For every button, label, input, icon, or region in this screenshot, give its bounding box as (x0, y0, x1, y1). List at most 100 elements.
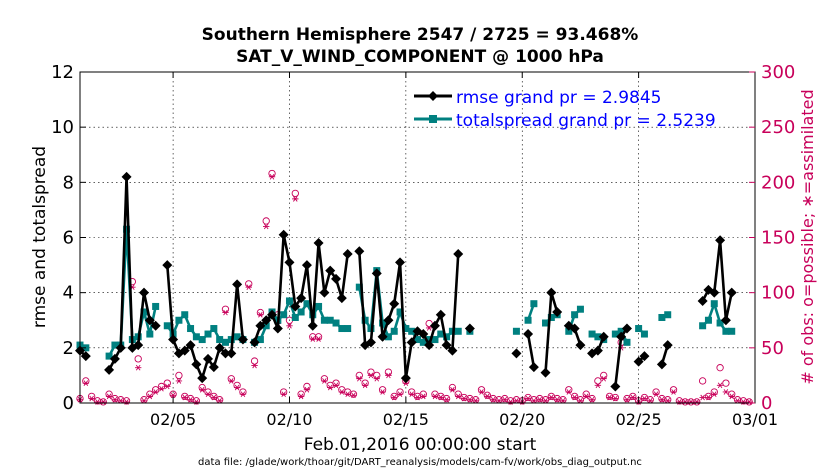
obs-possible-marker (146, 390, 154, 398)
spread-marker (146, 330, 154, 338)
spread-marker (303, 300, 311, 308)
y2-tick-label: 200 (761, 172, 795, 193)
obs-assimilated-marker (315, 336, 322, 342)
x-tick-label: 02/05 (150, 410, 196, 429)
obs-possible-marker (250, 357, 259, 365)
y2-axis-label: # of obs: o=possible; ∗=assimilated (798, 89, 817, 384)
rmse-marker (185, 340, 196, 351)
y-tick-label: 4 (63, 283, 74, 304)
obs-assimilated-marker (466, 396, 474, 403)
spread-marker (576, 305, 584, 313)
spread-marker (285, 297, 293, 305)
spread-marker (728, 327, 736, 335)
obs-possible-marker (361, 379, 369, 387)
obs-assimilated-marker (245, 284, 252, 290)
obs-assimilated-marker (740, 399, 747, 405)
obs-assimilated-marker (641, 395, 648, 402)
rmse-marker (179, 345, 190, 356)
spread-marker (198, 336, 206, 344)
rmse-marker (255, 320, 266, 331)
spread-marker (594, 333, 602, 341)
rmse-marker (383, 315, 394, 326)
obs-assimilated-marker (175, 378, 183, 384)
obs-possible-marker (332, 379, 340, 387)
obs-assimilated-marker (152, 389, 159, 395)
spread-marker (623, 338, 631, 346)
rmse-marker (546, 287, 557, 298)
obs-assimilated-marker (455, 393, 462, 400)
spread-marker (105, 352, 113, 360)
obs-assimilated-marker (210, 394, 218, 401)
obs-possible-marker (87, 392, 96, 401)
spread-marker (408, 327, 416, 335)
rmse-marker (662, 340, 673, 351)
obs-assimilated-marker (652, 391, 660, 398)
rmse-marker (418, 329, 429, 340)
obs-possible-marker (239, 388, 247, 396)
y2-tick-label: 150 (761, 228, 795, 249)
rmse-marker (237, 334, 248, 345)
obs-count-markers (76, 169, 753, 406)
obs-assimilated-marker (356, 375, 363, 382)
spread-marker (437, 330, 445, 338)
obs-assimilated-marker (612, 395, 619, 402)
rmse-marker (220, 348, 231, 359)
obs-assimilated-marker (501, 396, 508, 403)
obs-assimilated-marker (722, 389, 730, 395)
spread-marker (716, 319, 724, 327)
obs-possible-marker (704, 392, 713, 401)
obs-possible-marker (629, 392, 637, 401)
x-tick-label: 02/10 (266, 410, 312, 429)
series-lines (75, 171, 737, 392)
obs-assimilated-marker (734, 397, 741, 404)
rmse-marker (377, 331, 388, 342)
obs-assimilated-marker (146, 393, 154, 400)
y-tick-label: 12 (51, 62, 74, 83)
rmse-marker (616, 331, 627, 342)
obs-assimilated-marker (425, 325, 433, 331)
rmse-marker (441, 340, 452, 351)
obs-assimilated-marker (553, 396, 561, 403)
obs-assimilated-marker (716, 382, 724, 389)
obs-assimilated-marker (158, 385, 165, 392)
rmse-marker (592, 345, 603, 356)
obs-assimilated-marker (431, 393, 439, 400)
rmse-marker (435, 309, 446, 320)
spread-marker (704, 316, 712, 324)
obs-assimilated-marker (437, 394, 444, 401)
obs-assimilated-marker (373, 375, 380, 382)
spread-marker (640, 330, 648, 338)
spread-marker (542, 319, 550, 327)
obs-assimilated-marker (228, 378, 235, 384)
obs-assimilated-marker (111, 396, 119, 403)
spread-marker (588, 330, 596, 338)
y-tick-label: 6 (63, 228, 74, 249)
obs-possible-marker (198, 383, 206, 392)
obs-possible-marker (204, 388, 212, 396)
obs-assimilated-marker (478, 389, 485, 395)
rmse-marker (511, 348, 522, 359)
rmse-marker (144, 315, 155, 326)
obs-assimilated-marker (82, 380, 90, 386)
spread-marker (443, 333, 451, 341)
obs-possible-marker (565, 386, 573, 394)
spread-marker (326, 316, 334, 324)
obs-assimilated-marker (251, 362, 258, 369)
obs-assimilated-marker (699, 394, 706, 401)
spread-marker (396, 308, 404, 316)
obs-assimilated-marker (658, 396, 666, 403)
obs-assimilated-marker (391, 394, 398, 401)
obs-assimilated-marker (623, 396, 631, 403)
rmse-marker (162, 260, 173, 271)
rmse-marker (552, 306, 563, 317)
rmse-marker (278, 229, 289, 240)
obs-possible-marker (594, 377, 602, 385)
spread-marker (315, 302, 323, 310)
rmse-marker (656, 359, 667, 370)
obs-possible-marker (722, 379, 730, 387)
rmse-marker (133, 340, 144, 351)
spread-marker (216, 336, 224, 344)
obs-assimilated-marker (286, 322, 293, 329)
obs-assimilated-marker (594, 382, 602, 389)
legend: rmse grand pr = 2.9845 totalspread grand… (414, 88, 716, 131)
